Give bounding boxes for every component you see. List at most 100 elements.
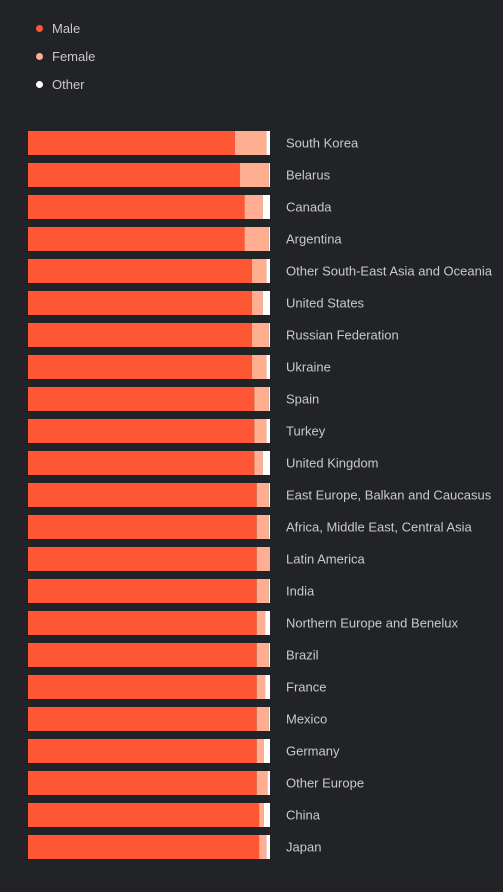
bar-segment-other[interactable] <box>266 419 270 443</box>
bar-row[interactable]: Spain <box>28 387 319 411</box>
bar-segment-male[interactable] <box>28 835 260 859</box>
bar-segment-male[interactable] <box>28 195 245 219</box>
bar-segment-female[interactable] <box>256 771 268 795</box>
bar-segment-other[interactable] <box>268 643 270 667</box>
bar-segment-other[interactable] <box>266 131 270 155</box>
bar-segment-female[interactable] <box>239 163 269 187</box>
legend-item-other[interactable]: Other <box>36 70 95 98</box>
bar-segment-other[interactable] <box>268 707 270 731</box>
bar-segment-female[interactable] <box>256 547 270 571</box>
bar-row[interactable]: Other South-East Asia and Oceania <box>28 259 493 283</box>
bar-segment-male[interactable] <box>28 355 252 379</box>
bar-segment-male[interactable] <box>28 643 257 667</box>
bar-segment-female[interactable] <box>256 675 266 699</box>
bar-segment-male[interactable] <box>28 291 252 315</box>
bar-segment-other[interactable] <box>262 451 270 475</box>
bar-segment-other[interactable] <box>268 579 270 603</box>
bar-segment-female[interactable] <box>256 515 269 539</box>
bar-segment-other[interactable] <box>268 323 270 347</box>
bar-row[interactable]: China <box>28 803 321 827</box>
bar-segment-male[interactable] <box>28 771 257 795</box>
bar-row[interactable]: France <box>28 675 326 699</box>
bar-segment-other[interactable] <box>262 291 270 315</box>
bar-segment-other[interactable] <box>263 803 270 827</box>
bar-segment-other[interactable] <box>263 739 270 763</box>
bar-row[interactable]: East Europe, Balkan and Caucasus <box>28 483 492 507</box>
bar-row[interactable]: Russian Federation <box>28 323 399 347</box>
bar-row[interactable]: Argentina <box>28 227 342 251</box>
bar-row[interactable]: India <box>28 579 315 603</box>
bar-segment-female[interactable] <box>256 643 269 667</box>
bar-segment-male[interactable] <box>28 611 257 635</box>
bar-row[interactable]: United States <box>28 291 365 315</box>
bar-segment-male[interactable] <box>28 131 235 155</box>
bar-segment-female[interactable] <box>234 131 267 155</box>
bar-segment-female[interactable] <box>256 483 269 507</box>
bar-segment-female[interactable] <box>244 195 263 219</box>
bar-segment-male[interactable] <box>28 259 252 283</box>
legend-item-male[interactable]: Male <box>36 14 95 42</box>
bar-segment-male[interactable] <box>28 707 257 731</box>
bar-segment-other[interactable] <box>268 227 270 251</box>
bar-row[interactable]: Canada <box>28 195 332 219</box>
bar-segment-other[interactable] <box>267 771 270 795</box>
bar-row[interactable]: Germany <box>28 739 340 763</box>
legend-item-female[interactable]: Female <box>36 42 95 70</box>
bar-row[interactable]: Mexico <box>28 707 327 731</box>
bar-segment-male[interactable] <box>28 739 257 763</box>
bar-segment-female[interactable] <box>254 451 263 475</box>
bar-segment-female[interactable] <box>251 323 269 347</box>
bar-segment-other[interactable] <box>265 675 270 699</box>
bar-row[interactable]: Other Europe <box>28 771 364 795</box>
category-label: Spain <box>286 392 319 407</box>
bar-row[interactable]: United Kingdom <box>28 451 379 475</box>
bar-row[interactable]: Africa, Middle East, Central Asia <box>28 515 472 539</box>
bar-segment-female[interactable] <box>259 835 267 859</box>
category-label: Brazil <box>286 648 319 663</box>
bar-segment-male[interactable] <box>28 547 257 571</box>
bar-row[interactable]: South Korea <box>28 131 359 155</box>
bar-row[interactable]: Ukraine <box>28 355 331 379</box>
bar-row[interactable]: Brazil <box>28 643 319 667</box>
bar-segment-female[interactable] <box>254 387 269 411</box>
bar-segment-male[interactable] <box>28 451 255 475</box>
bar-segment-female[interactable] <box>259 803 264 827</box>
bar-segment-male[interactable] <box>28 579 257 603</box>
bar-row[interactable]: Belarus <box>28 163 331 187</box>
bar-row[interactable]: Northern Europe and Benelux <box>28 611 459 635</box>
bar-segment-female[interactable] <box>244 227 269 251</box>
category-label: Ukraine <box>286 360 331 375</box>
bar-segment-other[interactable] <box>262 195 270 219</box>
bar-row[interactable]: Turkey <box>28 419 326 443</box>
bar-segment-other[interactable] <box>268 483 270 507</box>
bar-segment-female[interactable] <box>251 355 267 379</box>
bar-segment-male[interactable] <box>28 163 240 187</box>
bar-segment-female[interactable] <box>256 707 269 731</box>
bar-segment-male[interactable] <box>28 515 257 539</box>
bar-segment-male[interactable] <box>28 387 255 411</box>
bar-segment-female[interactable] <box>254 419 267 443</box>
bar-segment-other[interactable] <box>266 355 270 379</box>
bar-segment-other[interactable] <box>266 835 270 859</box>
bar-segment-male[interactable] <box>28 803 260 827</box>
bar-segment-male[interactable] <box>28 483 257 507</box>
bar-row[interactable]: Latin America <box>28 547 366 571</box>
bar-segment-male[interactable] <box>28 419 255 443</box>
bar-segment-other[interactable] <box>265 611 270 635</box>
bar-segment-other[interactable] <box>266 259 270 283</box>
bar-segment-female[interactable] <box>251 291 263 315</box>
bar-segment-female[interactable] <box>251 259 267 283</box>
category-label: Canada <box>286 200 332 215</box>
bar-segment-male[interactable] <box>28 675 257 699</box>
category-label: United States <box>286 296 365 311</box>
bar-segment-female[interactable] <box>256 611 266 635</box>
bar-segment-female[interactable] <box>256 739 264 763</box>
bar-segment-female[interactable] <box>256 579 269 603</box>
bar-segment-other[interactable] <box>268 163 270 187</box>
bar-row[interactable]: Japan <box>28 835 321 859</box>
bar-segment-other[interactable] <box>268 515 270 539</box>
bar-segment-other[interactable] <box>268 387 270 411</box>
bar-segment-male[interactable] <box>28 323 252 347</box>
bar-segment-male[interactable] <box>28 227 245 251</box>
